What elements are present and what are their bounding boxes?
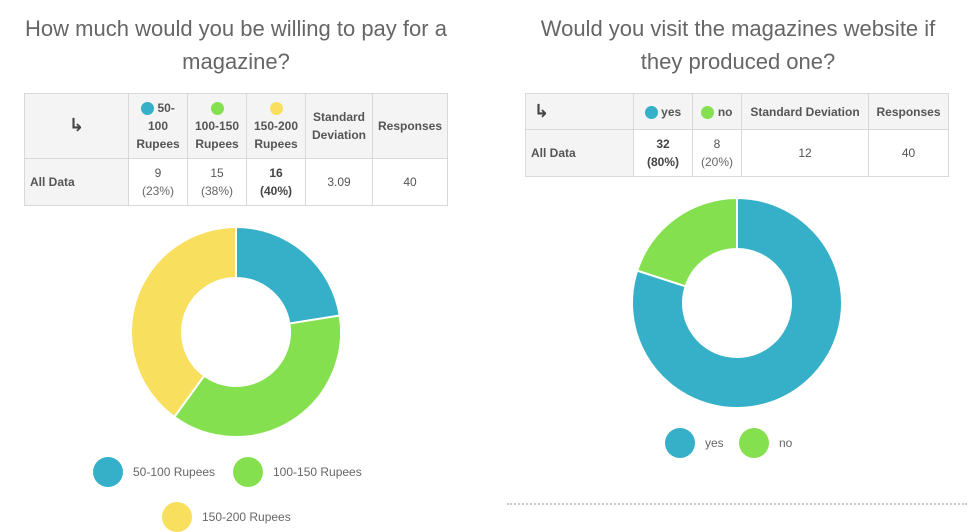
cell-150-200: 16 (40%): [246, 158, 306, 206]
donut-slice-100-150-rupees[interactable]: [172, 314, 342, 438]
donut-slice-50-100-rupees[interactable]: [235, 226, 341, 325]
cell-responses: 40: [372, 158, 448, 206]
cell-100-150: 15 (38%): [187, 158, 247, 206]
std-header: Standard Deviation: [741, 93, 869, 130]
legend-item-100-150[interactable]: 100-150 Rupees: [233, 457, 362, 487]
column-header-50-100: 50-100 Rupees: [128, 93, 188, 159]
swap-arrows-icon: ↳: [68, 115, 85, 135]
cell-yes: 32 (80%): [633, 129, 693, 177]
divider: [507, 503, 967, 505]
color-dot-teal-icon: [644, 105, 658, 119]
legend-item-50-100[interactable]: 50-100 Rupees: [93, 457, 215, 487]
table-row: All Data 32 (80%) 8 (20%) 12 40: [525, 129, 949, 177]
responses-header: Responses: [868, 93, 949, 130]
responses-header: Responses: [372, 93, 448, 159]
cell-50-100: 9 (23%): [128, 158, 188, 206]
right-question-panel: Would you visit the magazines website if…: [500, 0, 971, 526]
left-question-title: How much would you be willing to pay for…: [25, 16, 447, 74]
cell-no: 8 (20%): [692, 129, 742, 177]
cell-std: 12: [741, 129, 869, 177]
legend-swatch-icon: [739, 428, 769, 458]
right-stats-table: ↳ yes no Standard Deviation Responses Al…: [525, 93, 949, 177]
legend-swatch-icon: [233, 457, 263, 487]
right-donut-chart: [631, 197, 843, 409]
row-label: All Data: [525, 129, 634, 177]
column-header-yes: yes: [633, 93, 693, 130]
legend-swatch-icon: [162, 502, 192, 532]
column-header-no: no: [692, 93, 742, 130]
color-dot-yellow-icon: [269, 102, 283, 116]
legend-item-no[interactable]: no: [739, 428, 792, 458]
column-header-150-200: 150-200 Rupees: [246, 93, 306, 159]
color-dot-teal-icon: [141, 102, 155, 116]
left-donut-chart: [130, 226, 342, 438]
cell-responses: 40: [868, 129, 949, 177]
color-dot-green-icon: [210, 102, 224, 116]
table-row: All Data 9 (23%) 15 (38%) 16 (40%) 3.09 …: [24, 158, 448, 206]
legend-swatch-icon: [93, 457, 123, 487]
swap-axes-button[interactable]: ↳: [525, 93, 634, 130]
swap-axes-button[interactable]: ↳: [24, 93, 129, 159]
row-label: All Data: [24, 158, 129, 206]
std-header: Standard Deviation: [305, 93, 373, 159]
left-question-panel: How much would you be willing to pay for…: [0, 0, 480, 532]
right-question-title: Would you visit the magazines website if…: [540, 16, 936, 74]
donut-slice-yes[interactable]: [631, 197, 843, 409]
swap-arrows-icon: ↳: [534, 100, 550, 121]
donut-slice-150-200-rupees[interactable]: [130, 226, 237, 419]
legend-item-yes[interactable]: yes: [665, 428, 724, 458]
column-header-100-150: 100-150 Rupees: [187, 93, 247, 159]
donut-slice-no[interactable]: [635, 197, 738, 288]
color-dot-green-icon: [701, 105, 715, 119]
legend-item-150-200[interactable]: 150-200 Rupees: [162, 502, 291, 532]
left-stats-table: ↳ 50-100 Rupees 100-150 Rupees 150-200 R…: [24, 93, 448, 206]
cell-std: 3.09: [305, 158, 373, 206]
legend-swatch-icon: [665, 428, 695, 458]
